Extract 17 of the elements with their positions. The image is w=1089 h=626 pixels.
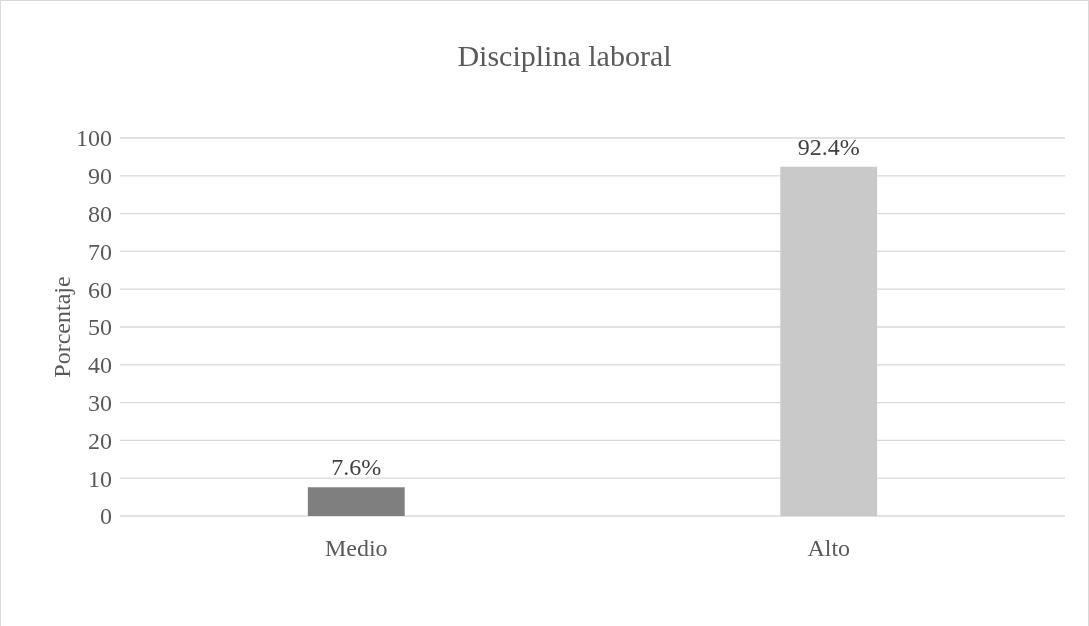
- y-tick-label: 40: [88, 352, 112, 379]
- y-tick-label: 20: [88, 427, 112, 454]
- y-tick-label: 0: [100, 503, 112, 530]
- y-tick-label: 70: [88, 238, 112, 265]
- y-tick-label: 90: [88, 163, 112, 190]
- chart-title: Disciplina laboral: [457, 39, 672, 72]
- x-tick-label: Medio: [324, 535, 388, 561]
- x-tick-label: Alto: [807, 535, 851, 561]
- data-label: 92.4%: [797, 133, 860, 160]
- y-tick-label: 10: [88, 465, 112, 492]
- y-axis-title: Porcentaje: [49, 276, 75, 378]
- y-tick-label: 100: [76, 125, 112, 152]
- y-tick-label: 60: [88, 276, 112, 303]
- data-label: 7.6%: [331, 454, 382, 481]
- y-tick-label: 30: [88, 390, 112, 416]
- y-tick-label: 80: [88, 201, 112, 227]
- y-tick-label: 50: [88, 314, 112, 341]
